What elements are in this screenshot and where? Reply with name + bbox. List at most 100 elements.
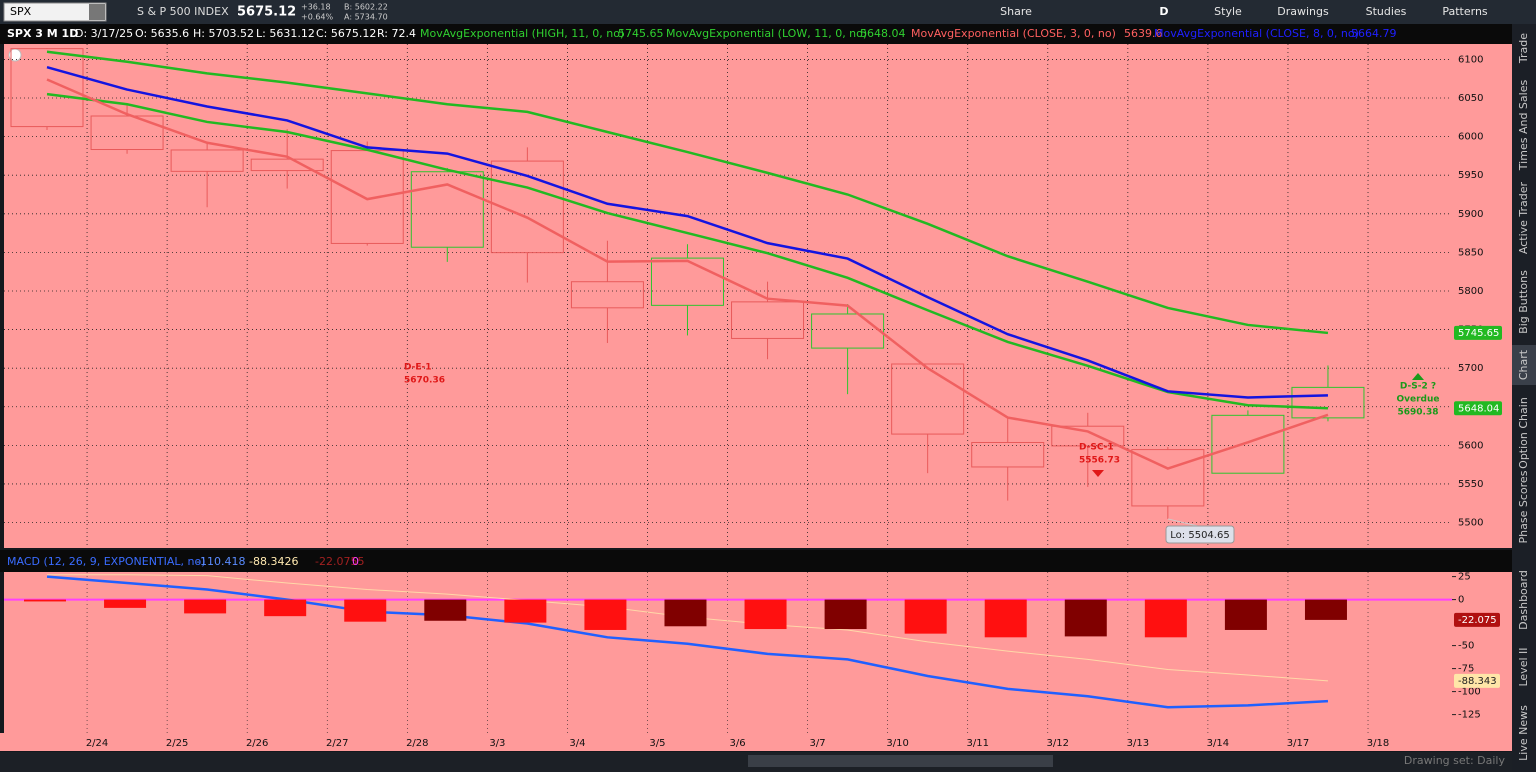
sidebar-tab[interactable]: Trade [1517, 33, 1530, 64]
sidebar-tab[interactable]: Big Buttons [1517, 270, 1530, 334]
y-tick-label: -100 [1458, 687, 1481, 698]
study-legend: MovAvgExponential (CLOSE, 8, 0, no) [1154, 27, 1359, 40]
histogram-bar [824, 599, 867, 630]
sidebar-tab[interactable]: Active Trader [1517, 181, 1530, 254]
x-tick-label: 3/3 [489, 738, 505, 749]
y-tick-label: 5900 [1458, 209, 1483, 220]
signal-arrow [1412, 373, 1424, 380]
change: +36.18 [301, 3, 331, 12]
candle-body [570, 281, 644, 309]
sidebar-tab-active[interactable] [1512, 345, 1536, 385]
toolbar-button-label[interactable]: Drawings [1277, 5, 1329, 18]
symbol-dropdown[interactable] [89, 4, 105, 20]
sidebar-tab[interactable]: Dashboard [1517, 570, 1530, 630]
macd-legend-value: -110.418 [196, 555, 245, 568]
toolbar-button-label[interactable]: Style [1214, 5, 1242, 18]
study-legend: MovAvgExponential (LOW, 11, 0, no) [666, 27, 867, 40]
y-tick-label: 5600 [1458, 440, 1483, 451]
symbol-name: S & P 500 INDEX [137, 5, 229, 18]
x-tick-label: 3/5 [649, 738, 665, 749]
candle-body [170, 149, 244, 172]
sidebar-tab[interactable]: Live News [1517, 705, 1530, 761]
symbol[interactable]: SPX [10, 5, 32, 18]
study-legend: MovAvgExponential (HIGH, 11, 0, no) [420, 27, 624, 40]
sidebar-tab[interactable]: Phase Scores [1517, 470, 1530, 543]
macd-title: MACD (12, 26, 9, EXPONENTIAL, no) [7, 555, 206, 568]
period[interactable]: D [1159, 5, 1168, 18]
macd-legend-value: 0 [352, 555, 359, 568]
x-tick-label: 3/12 [1047, 738, 1069, 749]
last-price: 5675.12 [237, 5, 296, 20]
toolbar [0, 0, 1536, 24]
date-axis [0, 733, 1512, 751]
toolbar-button-label[interactable]: Studies [1366, 5, 1407, 18]
histogram-bar [664, 599, 707, 627]
low-connector [1167, 518, 1198, 527]
header-low: L: 5631.12 [256, 27, 315, 40]
histogram-bar [1144, 599, 1187, 638]
x-tick-label: 2/25 [166, 738, 188, 749]
header-open: O: 5635.6 [135, 27, 189, 40]
study-legend: MovAvgExponential (CLOSE, 3, 0, no) [911, 27, 1116, 40]
study-legend-value: 5639.6 [1124, 27, 1163, 40]
sidebar-tab[interactable]: Chart [1517, 349, 1530, 380]
moving-average-line [46, 92, 1329, 410]
y-tick-label: 5800 [1458, 286, 1483, 297]
value-tag [1454, 612, 1500, 627]
histogram-bar [344, 599, 387, 622]
histogram-bar [744, 599, 787, 630]
candle-body [410, 171, 484, 248]
candle-body [1211, 414, 1285, 474]
x-tick-label: 3/17 [1287, 738, 1309, 749]
y-tick-label: 5850 [1458, 247, 1483, 258]
annotation: 5556.73 [1079, 456, 1120, 466]
signal-arrow [1092, 470, 1104, 477]
symbol-box[interactable] [3, 2, 107, 22]
sidebar-tab[interactable]: Option Chain [1517, 397, 1530, 469]
x-tick-label: 2/26 [246, 738, 268, 749]
x-tick-label: 2/28 [406, 738, 428, 749]
header-close: C: 5675.12 [316, 27, 376, 40]
macd-panel [4, 572, 1452, 733]
scroll-thumb[interactable] [748, 755, 1053, 767]
ask: A: 5734.70 [344, 13, 388, 22]
x-tick-label: 2/24 [86, 738, 108, 749]
candle-body [1291, 386, 1365, 419]
candle-body [731, 301, 805, 339]
value-tag [1454, 673, 1500, 688]
sidebar-tab[interactable]: Level II [1517, 647, 1530, 686]
toolbar-button-label[interactable]: Share [1000, 5, 1032, 18]
moving-average-line [46, 50, 1329, 335]
toolbar-button-label[interactable]: Patterns [1442, 5, 1488, 18]
low-label-box [1165, 525, 1235, 544]
y-tick-label: 25 [1458, 572, 1471, 583]
histogram-bar [1064, 599, 1107, 637]
sidebar-tab[interactable]: Times And Sales [1517, 80, 1530, 172]
candle-body [811, 313, 885, 349]
sidebar [1512, 24, 1536, 772]
candle-body [1131, 449, 1205, 507]
y-tick-label: 6100 [1458, 54, 1483, 65]
y-tick-label: -125 [1458, 710, 1481, 721]
histogram-bar [1224, 599, 1267, 630]
annotation: D-E-1 [404, 363, 432, 373]
x-tick-label: 3/14 [1207, 738, 1229, 749]
price-axis [1452, 44, 1512, 548]
x-tick-label: 3/10 [886, 738, 908, 749]
moving-average-line [46, 78, 1329, 470]
study-legend-value: 5648.04 [860, 27, 906, 40]
histogram-bar [984, 599, 1027, 638]
price-tag-label: 5745.65 [1458, 328, 1499, 339]
annotation: 5690.38 [1398, 408, 1439, 418]
change-pct: +0.64% [301, 13, 334, 22]
x-tick-label: 2/27 [326, 738, 348, 749]
macd-line [46, 575, 1329, 709]
drawing-set: Drawing set: Daily [1404, 754, 1506, 767]
price-tag [1454, 401, 1502, 416]
candle-body [1051, 425, 1125, 447]
x-tick-label: 3/13 [1127, 738, 1149, 749]
histogram-bar [904, 599, 947, 634]
histogram-bar [24, 599, 66, 602]
